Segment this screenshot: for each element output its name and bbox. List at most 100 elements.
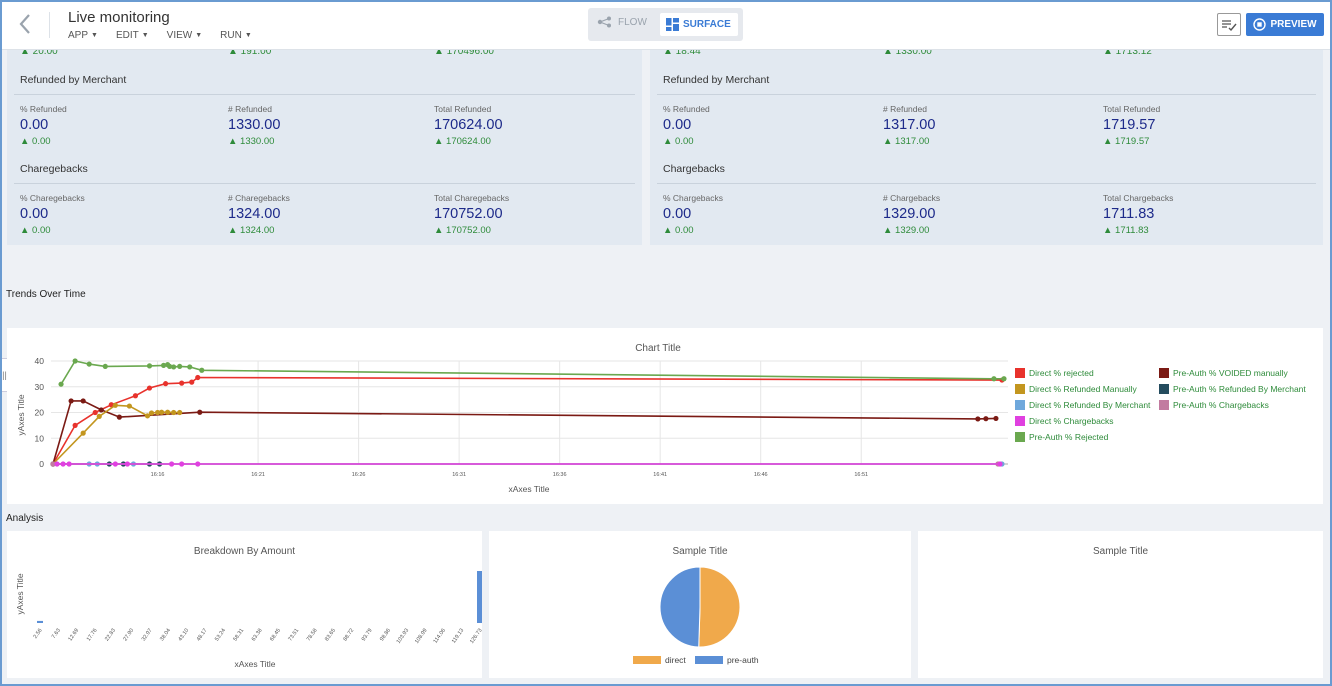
metric-value: 170752.00 [434,206,503,222]
data-point[interactable] [80,398,86,404]
data-point[interactable] [108,402,114,408]
data-point[interactable] [50,461,56,467]
section-title-refunded: Refunded by Merchant [20,74,127,86]
share-icon [597,16,611,28]
legend-item[interactable]: Pre-Auth % Rejected [1015,432,1108,442]
data-point[interactable] [991,376,997,382]
data-point[interactable] [86,361,92,367]
mode-flow-button[interactable]: FLOW [597,16,647,28]
preview-button[interactable]: PREVIEW [1246,13,1324,36]
data-point[interactable] [154,409,161,416]
data-point[interactable] [177,409,183,416]
legend-label: pre-auth [727,655,759,665]
x-tick-label: 17.76 [86,628,99,643]
metric-value: 1324.00 [228,206,281,222]
data-point[interactable] [58,381,64,387]
bar[interactable] [37,620,43,623]
legend-item[interactable]: Pre-Auth % VOIDED manually [1159,368,1288,378]
data-point[interactable] [132,393,139,399]
data-point[interactable] [92,409,98,416]
metric-label: Total Charegebacks [434,193,510,203]
data-point[interactable] [195,461,201,467]
data-point[interactable] [80,430,86,436]
data-point[interactable] [124,461,130,467]
data-point[interactable] [68,398,74,404]
metric-label: % Chargebacks [663,193,724,203]
metric-value: 1719.57 [1103,117,1156,133]
x-tick-label: 103.93 [396,628,411,645]
data-point[interactable] [72,358,78,364]
data-point[interactable] [975,416,981,422]
data-point[interactable] [96,413,102,419]
bar[interactable] [477,571,482,623]
legend-item[interactable]: Direct % Chargebacks [1015,416,1114,426]
x-tick-label: 114.06 [433,628,447,645]
x-tick-label: 16:26 [352,472,366,478]
data-point[interactable] [98,407,104,413]
data-point[interactable] [66,461,72,467]
data-point[interactable] [54,461,60,467]
data-point[interactable] [179,461,185,467]
data-point[interactable] [171,364,177,370]
data-point[interactable] [187,364,193,370]
data-point[interactable] [116,414,122,420]
legend-item[interactable]: Direct % Refunded By Merchant [1015,400,1150,410]
section-title-analysis: Analysis [6,513,44,524]
data-point[interactable] [197,409,203,415]
data-point[interactable] [146,385,153,391]
legend-label: Direct % Refunded Manually [1029,384,1137,394]
mode-surface-button[interactable]: SURFACE [660,13,738,36]
chart-title: Sample Title [1092,546,1149,557]
data-point[interactable] [189,379,195,385]
data-point[interactable] [146,363,153,369]
data-point[interactable] [195,374,201,381]
metric-delta: ▲ 1330.00 [228,136,275,147]
legend-item[interactable]: Direct % rejected [1015,368,1094,378]
x-tick-label: 16:41 [653,472,667,478]
divider [657,183,1316,184]
data-point[interactable] [179,380,185,386]
data-point[interactable] [112,402,118,408]
data-point[interactable] [177,363,183,370]
legend-item[interactable]: Direct % Refunded Manually [1015,384,1137,394]
data-point[interactable] [983,416,989,422]
menu-view[interactable]: VIEW ▼ [167,30,203,41]
pie-slice[interactable] [659,566,701,648]
legend-item[interactable]: Pre-Auth % Chargebacks [1159,400,1269,410]
data-point[interactable] [60,461,66,467]
menu-edit[interactable]: EDIT ▼ [116,30,149,41]
data-point[interactable] [160,362,167,368]
legend-label: Direct % Refunded By Merchant [1029,400,1151,410]
data-point[interactable] [162,381,169,387]
legend-item[interactable]: Pre-Auth % Refunded By Merchant [1159,384,1306,394]
x-tick-label: 16:16 [151,472,165,478]
legend-label: direct [665,655,686,665]
menu-run[interactable]: RUN ▼ [220,30,252,41]
data-point[interactable] [72,422,78,428]
metric-label: Total Refunded [1103,104,1161,114]
data-point[interactable] [126,403,133,409]
mode-toggle: FLOW SURFACE [588,8,743,41]
metric-delta: ▲ 1713.12 [1103,49,1152,57]
data-point[interactable] [148,410,155,416]
menu-app[interactable]: APP ▼ [68,30,98,41]
data-point[interactable] [112,461,118,467]
data-point[interactable] [997,461,1003,467]
data-point[interactable] [1001,376,1007,382]
data-point[interactable] [158,409,165,415]
data-point[interactable] [199,367,205,373]
x-axis-title: xAxes Title [234,659,275,669]
x-tick-label: 43.10 [177,628,190,643]
data-point[interactable] [102,363,108,370]
x-axis-title: xAxes Title [508,484,549,494]
checklist-button[interactable] [1217,13,1241,36]
data-point[interactable] [993,415,999,422]
data-point[interactable] [167,363,173,370]
data-point[interactable] [165,409,171,415]
back-button[interactable] [12,10,38,38]
data-point[interactable] [169,461,175,467]
data-point[interactable] [144,413,151,419]
pie-slice[interactable] [698,566,741,648]
data-point[interactable] [171,409,177,416]
divider [14,94,635,95]
